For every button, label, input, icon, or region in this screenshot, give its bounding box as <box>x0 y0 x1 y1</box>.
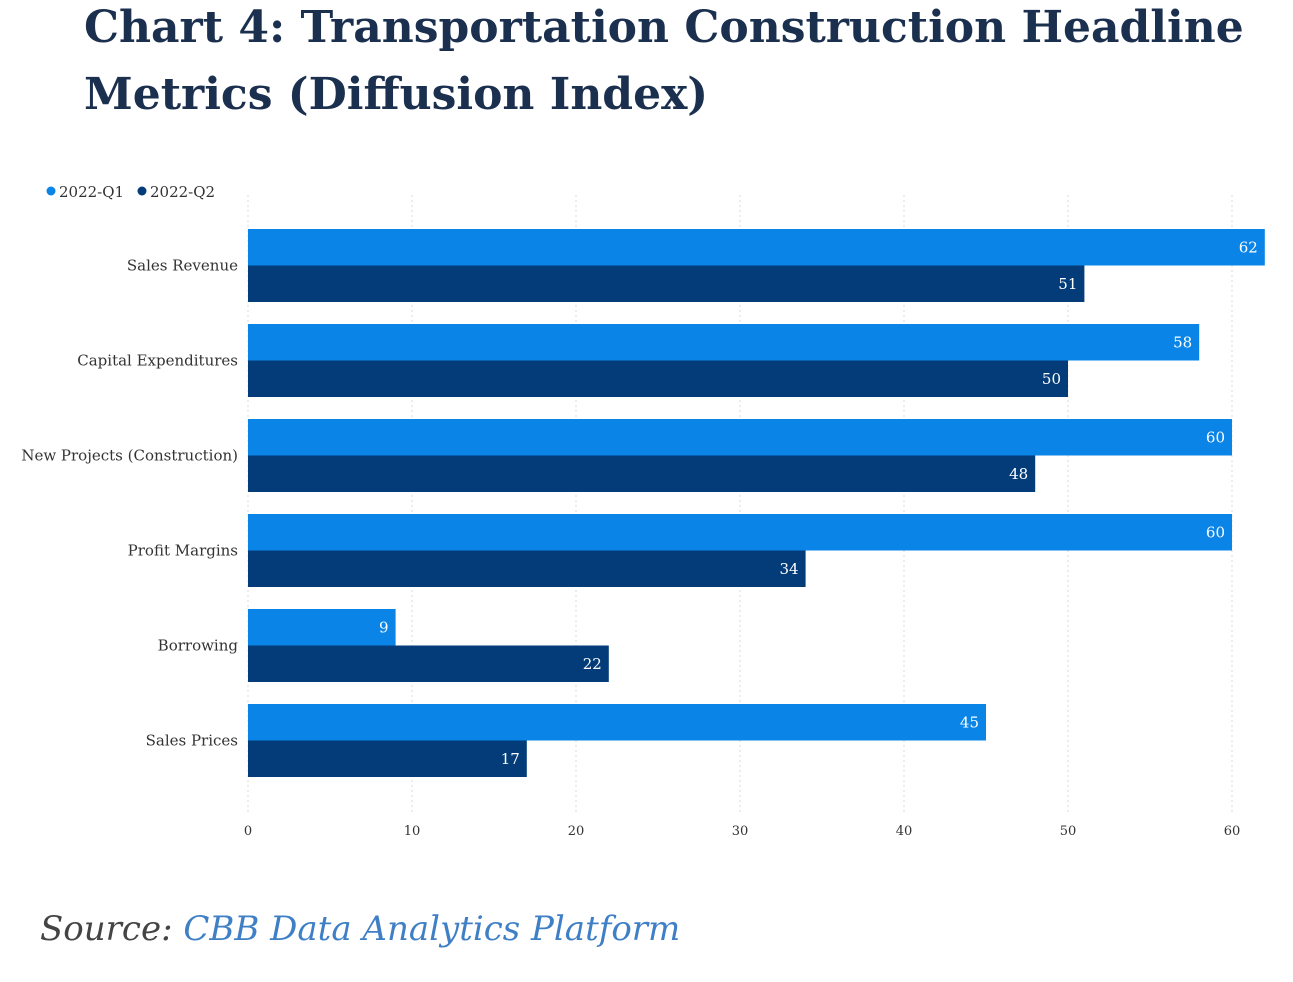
bar[interactable] <box>248 550 806 588</box>
bar[interactable] <box>248 740 527 778</box>
bar-value-label: 34 <box>780 560 799 578</box>
bar-value-label: 48 <box>1009 465 1028 483</box>
bar-value-label: 51 <box>1058 275 1077 293</box>
legend-marker <box>46 186 56 196</box>
x-tick-label: 0 <box>244 824 252 839</box>
category-labels: Sales Revenue Capital Expenditures New Pro… <box>21 257 238 750</box>
legend-label[interactable]: 2022-Q2 <box>150 183 215 201</box>
bar-value-label: 22 <box>583 655 602 673</box>
bar-value-label: 45 <box>960 713 979 731</box>
bar[interactable] <box>248 514 1232 551</box>
bar[interactable] <box>248 360 1068 398</box>
legend-label[interactable]: 2022-Q1 <box>59 183 124 201</box>
bar[interactable] <box>248 229 1265 266</box>
x-tick-label: 10 <box>404 824 421 839</box>
x-axis: 0 10 20 30 40 50 60 <box>244 824 1240 839</box>
page-title: Chart 4: Transportation Construction Hea… <box>84 2 1244 120</box>
bar-value-label: 60 <box>1206 428 1225 446</box>
x-tick-label: 20 <box>568 824 585 839</box>
bar[interactable] <box>248 704 986 741</box>
category-label: Borrowing <box>158 637 239 655</box>
bar[interactable] <box>248 609 396 646</box>
bar-value-label: 9 <box>379 618 389 636</box>
legend-marker <box>137 186 147 196</box>
category-label: New Projects (Construction) <box>21 447 238 465</box>
source-link[interactable]: CBB Data Analytics Platform <box>183 909 681 949</box>
bar-value-label: 62 <box>1239 238 1258 256</box>
bar-value-label: 58 <box>1173 333 1192 351</box>
x-tick-label: 50 <box>1060 824 1077 839</box>
bar-value-label: 50 <box>1042 370 1061 388</box>
bar-chart: 2022-Q1 2022-Q2 62 51 58 50 60 48 60 34 9 22 45 17 S… <box>21 183 1265 839</box>
bar-value-label: 17 <box>501 750 520 768</box>
category-label: Capital Expenditures <box>77 352 238 370</box>
bar[interactable] <box>248 455 1036 493</box>
bar[interactable] <box>248 645 609 683</box>
bar[interactable] <box>248 324 1200 361</box>
legend: 2022-Q1 2022-Q2 <box>46 183 215 201</box>
x-tick-label: 30 <box>732 824 749 839</box>
source-line: Source: CBB Data Analytics Platform <box>40 903 680 955</box>
category-label: Sales Revenue <box>127 257 238 275</box>
bar[interactable] <box>248 265 1085 303</box>
category-label: Profit Margins <box>128 542 238 560</box>
x-tick-label: 40 <box>896 824 913 839</box>
bars: 62 51 58 50 60 48 60 34 9 22 45 17 <box>248 229 1265 777</box>
x-tick-label: 60 <box>1224 824 1241 839</box>
category-label: Sales Prices <box>146 732 238 750</box>
bar-value-label: 60 <box>1206 523 1225 541</box>
source-prefix: Source: <box>40 909 184 949</box>
bar[interactable] <box>248 419 1232 456</box>
